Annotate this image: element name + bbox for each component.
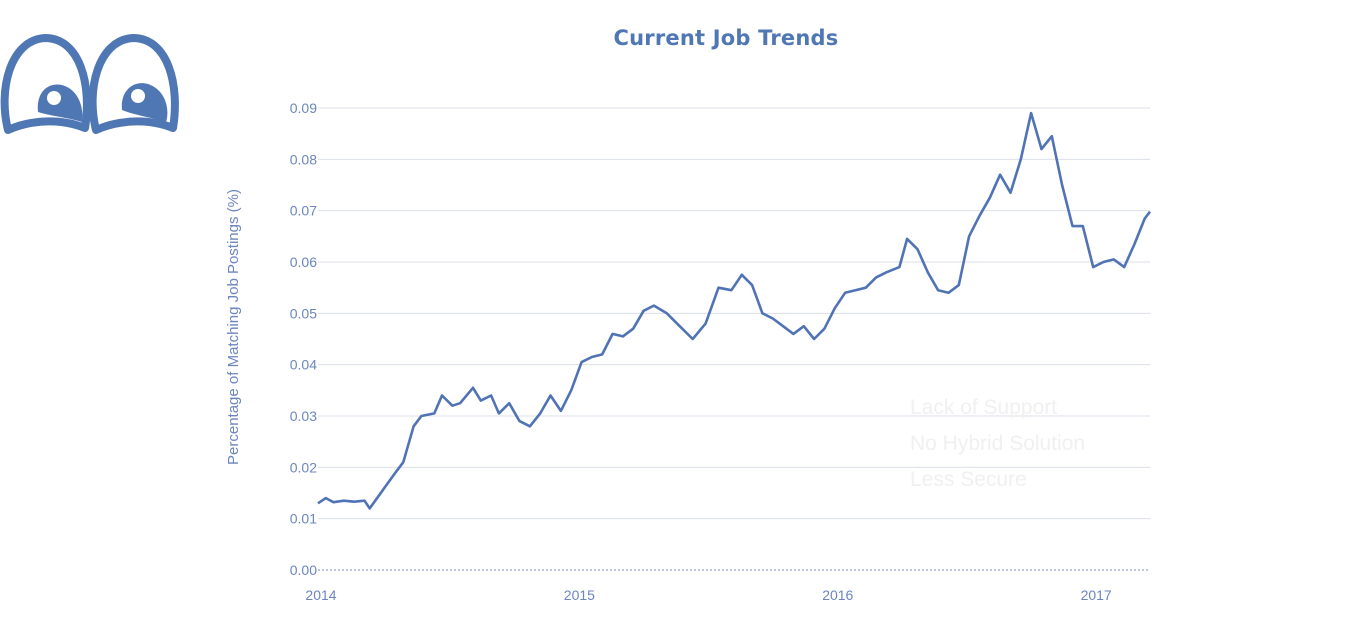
x-tick-labels: 2014 2015 2016 2017 — [305, 587, 1112, 603]
chart-title: Current Job Trends — [613, 26, 839, 50]
x-tick-label: 2017 — [1081, 587, 1112, 603]
y-tick-label: 0.02 — [290, 459, 317, 475]
y-tick-label: 0.00 — [290, 562, 317, 578]
x-tick-label: 2016 — [822, 587, 853, 603]
y-tick-label: 0.07 — [290, 203, 317, 219]
annotation-text: Less Secure — [910, 468, 1027, 491]
y-tick-label: 0.09 — [290, 100, 317, 116]
x-tick-label: 2014 — [305, 587, 336, 603]
gridlines — [318, 107, 1150, 571]
y-tick-label: 0.03 — [290, 408, 317, 424]
y-tick-label: 0.08 — [290, 151, 317, 167]
y-tick-label: 0.05 — [290, 305, 317, 321]
annotation-text: Lack of Support — [910, 396, 1057, 419]
annotation-text: No Hybrid Solution — [910, 432, 1085, 455]
y-tick-labels: 0.00 0.01 0.02 0.03 0.04 0.05 0.06 0.07 0.08 0.09 — [290, 100, 317, 578]
series-line — [317, 111, 1152, 510]
y-tick-label: 0.04 — [290, 357, 317, 373]
x-tick-label: 2015 — [564, 587, 595, 603]
annotations: Lack of Support No Hybrid Solution Less Se… — [910, 396, 1085, 491]
y-tick-label: 0.06 — [290, 254, 317, 270]
y-tick-label: 0.01 — [290, 511, 317, 527]
y-axis-label: Percentage of Matching Job Postings (%) — [225, 189, 242, 465]
cartoon-eyes-icon — [0, 34, 179, 134]
